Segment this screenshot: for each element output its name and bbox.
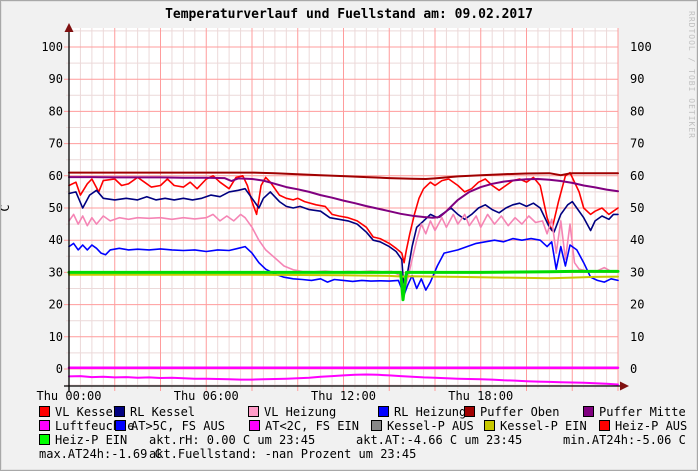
x-axis-arrow-icon: [620, 381, 629, 391]
series-vl-kessel: [68, 171, 619, 264]
status-text: akt.rH: 0.00 C um 23:45: [149, 433, 316, 447]
legend-item: Kessel-P AUS: [371, 419, 474, 433]
legend-label: AT<2C, FS EIN: [265, 419, 359, 433]
legend-label: VL Kessel: [55, 405, 121, 419]
legend-swatch-icon: [39, 406, 50, 417]
y-tick-label-left: 40: [49, 233, 63, 247]
series-puffer-mitte: [68, 176, 619, 219]
legend-swatch-icon: [371, 420, 382, 431]
legend-label: AT>5C, FS AUS: [131, 419, 225, 433]
x-tick-label: Thu 00:00: [36, 389, 101, 403]
y-tick-label-right: 60: [630, 169, 644, 183]
legend-label: Puffer Oben: [480, 405, 560, 419]
legend-swatch-icon: [378, 406, 389, 417]
status-text: akt.Fuellstand: -nan Prozent um 23:45: [149, 447, 417, 461]
y-tick-label-left: 30: [49, 265, 63, 279]
x-tick-label: Thu 12:00: [311, 389, 376, 403]
legend-item: Heiz-P EIN: [39, 433, 127, 447]
status-text: akt.AT:-4.66 C um 23:45: [356, 433, 523, 447]
y-tick-label-right: 90: [630, 72, 644, 86]
legend-row: Luftfeuchte AT>5C, FS AUS AT<2C, FS EIN Kes…: [1, 419, 697, 433]
series-kessel-p-ein: [68, 273, 619, 280]
series-rl-heizung: [68, 237, 619, 296]
legend-item: VL Kessel: [39, 405, 120, 419]
y-tick-label-left: 70: [49, 137, 63, 151]
legend-swatch-icon: [464, 406, 475, 417]
legend-row: VL Kessel RL Kessel VL Heizung RL Heizung Pu…: [1, 405, 697, 419]
rrdtool-watermark: RRDTOOL / TOBI OETIKER: [687, 11, 696, 139]
legend-item: VL Heizung: [248, 405, 336, 419]
legend-swatch-icon: [599, 420, 610, 431]
legend-label: RL Heizung: [394, 405, 467, 419]
y-tick-label-right: 30: [630, 265, 644, 279]
series-at-at-2c-fs-ein-: [68, 373, 619, 386]
legend-swatch-icon: [484, 420, 495, 431]
legend-swatch-icon: [115, 420, 126, 431]
y-tick-label-right: 0: [630, 362, 637, 376]
y-tick-label-left: 0: [56, 362, 63, 376]
series-puffer-oben: [68, 171, 619, 180]
legend-row: Heiz-P EIN akt.rH: 0.00 C um 23:45 akt.AT:…: [1, 433, 697, 447]
legend-swatch-icon: [583, 406, 594, 417]
x-tick-label: Thu 18:00: [448, 389, 513, 403]
status-text: max.AT24h:-1.69 C: [39, 447, 162, 461]
y-tick-label-left: 80: [49, 104, 63, 118]
y-tick-label-right: 70: [630, 137, 644, 151]
legend-item: Puffer Mitte: [583, 405, 686, 419]
y-tick-label-left: 90: [49, 72, 63, 86]
status-text: min.AT24h:-5.06 C: [563, 433, 686, 447]
legend-item: Heiz-P AUS: [599, 419, 687, 433]
legend-label: Heiz-P AUS: [615, 419, 688, 433]
legend-item: Kessel-P EIN: [484, 419, 587, 433]
legend-label: Kessel-P EIN: [500, 419, 587, 433]
y-tick-label-right: 10: [630, 330, 644, 344]
legend-item: RL Kessel: [114, 405, 195, 419]
legend-swatch-icon: [39, 420, 50, 431]
x-tick-label: Thu 06:00: [174, 389, 239, 403]
legend-swatch-icon: [39, 434, 50, 445]
legend-swatch-icon: [249, 420, 260, 431]
legend-item: Luftfeuchte: [39, 419, 134, 433]
y-tick-label-left: 10: [49, 330, 63, 344]
chart-canvas: 0 0 10 10 20 20 30 30 40 40 50 50 60 60 70 70 80 80 90 90 10…: [36, 23, 652, 403]
y-tick-label-right: 40: [630, 233, 644, 247]
legend-swatch-icon: [248, 406, 259, 417]
y-axis-arrow-icon: [64, 23, 74, 32]
legend-item: AT>5C, FS AUS: [115, 419, 225, 433]
legend: VL Kessel RL Kessel VL Heizung RL Heizung Pu…: [1, 405, 697, 461]
legend-label: Puffer Mitte: [599, 405, 686, 419]
legend-label: VL Heizung: [264, 405, 337, 419]
y-tick-label-left: 60: [49, 169, 63, 183]
chart-title: Temperaturverlauf und Fuellstand am: 09.…: [165, 7, 533, 22]
legend-item: AT<2C, FS EIN: [249, 419, 359, 433]
series-rl-kessel: [68, 187, 619, 293]
y-tick-label-right: 80: [630, 104, 644, 118]
legend-label: Luftfeuchte: [55, 419, 135, 433]
series-heiz-p-ein: [67, 269, 620, 302]
legend-label: Heiz-P EIN: [55, 433, 128, 447]
legend-item: RL Heizung: [378, 405, 466, 419]
legend-label: Kessel-P AUS: [387, 419, 474, 433]
y-tick-label-left: 50: [49, 201, 63, 215]
y-tick-label-left: 100: [41, 40, 63, 54]
y-tick-label-right: 50: [630, 201, 644, 215]
legend-item: Puffer Oben: [464, 405, 559, 419]
y-tick-label-left: 20: [49, 298, 63, 312]
legend-label: RL Kessel: [130, 405, 196, 419]
y-tick-label-right: 100: [630, 40, 652, 54]
y-tick-label-right: 20: [630, 298, 644, 312]
legend-swatch-icon: [114, 406, 125, 417]
